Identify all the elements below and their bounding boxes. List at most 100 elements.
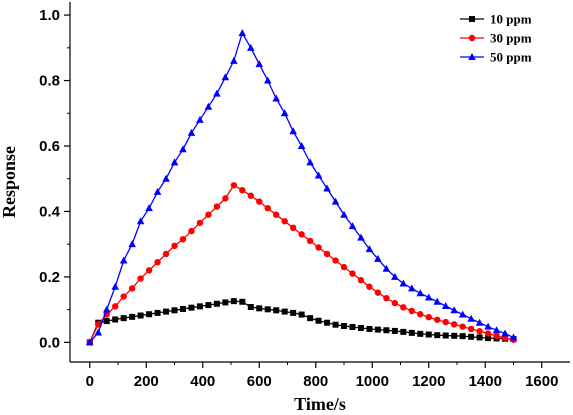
- data-point-10-ppm: [374, 326, 381, 333]
- data-point-50-ppm: [441, 302, 450, 310]
- x-tick-label: 1600: [525, 373, 558, 390]
- series-line-10-ppm: [89, 300, 514, 343]
- data-point-30-ppm: [289, 224, 297, 232]
- x-axis-label: Time/s: [294, 394, 346, 414]
- data-point-10-ppm: [205, 302, 212, 309]
- y-tick-label: 0.2: [39, 269, 60, 286]
- data-point-10-ppm: [256, 305, 263, 312]
- data-point-50-ppm: [170, 158, 179, 166]
- series-layer: [85, 29, 518, 346]
- data-point-30-ppm: [154, 258, 161, 266]
- data-point-50-ppm: [399, 279, 408, 287]
- data-point-30-ppm: [366, 283, 373, 290]
- data-point-50-ppm: [213, 89, 221, 97]
- data-point-50-ppm: [196, 115, 204, 123]
- data-point-30-ppm: [391, 299, 399, 307]
- data-point-50-ppm: [408, 284, 416, 292]
- data-point-30-ppm: [298, 231, 305, 238]
- data-point-10-ppm: [425, 331, 432, 338]
- data-point-10-ppm: [273, 307, 280, 314]
- data-point-10-ppm: [298, 311, 305, 318]
- data-point-30-ppm: [256, 198, 263, 205]
- data-point-10-ppm: [239, 298, 246, 305]
- data-point-10-ppm: [163, 308, 170, 315]
- data-point-10-ppm: [290, 309, 297, 316]
- data-point-30-ppm: [459, 323, 466, 330]
- data-point-30-ppm: [188, 227, 195, 235]
- data-point-10-ppm: [383, 327, 390, 334]
- legend-marker-10-ppm: [469, 16, 475, 22]
- data-point-10-ppm: [281, 308, 288, 315]
- data-point-50-ppm: [382, 264, 391, 272]
- data-point-50-ppm: [85, 338, 94, 346]
- data-point-10-ppm: [196, 303, 203, 310]
- series-line-30-ppm: [89, 184, 514, 343]
- data-point-30-ppm: [145, 267, 153, 274]
- data-point-50-ppm: [391, 272, 399, 280]
- x-tick-label: 1000: [356, 373, 389, 390]
- data-point-30-ppm: [239, 186, 246, 194]
- y-tick-label: 0.4: [39, 203, 61, 220]
- data-point-50-ppm: [331, 197, 340, 205]
- data-point-50-ppm: [136, 217, 145, 225]
- data-point-50-ppm: [492, 326, 501, 334]
- series-50-ppm: [85, 29, 518, 346]
- data-point-10-ppm: [476, 334, 483, 341]
- data-point-30-ppm: [120, 293, 127, 300]
- y-tick-label: 0.8: [39, 73, 60, 90]
- series-30-ppm: [86, 182, 517, 346]
- data-point-30-ppm: [400, 304, 407, 311]
- y-ticks: 0.0 0.2 0.4 0.6 0.8 1.0: [39, 7, 70, 351]
- data-point-50-ppm: [297, 142, 306, 149]
- data-point-30-ppm: [476, 328, 483, 335]
- data-point-10-ppm: [341, 323, 348, 329]
- data-point-10-ppm: [417, 330, 424, 337]
- legend-marker-30-ppm: [468, 34, 476, 42]
- data-point-50-ppm: [501, 329, 509, 337]
- data-point-50-ppm: [348, 222, 357, 230]
- data-point-30-ppm: [128, 285, 136, 292]
- data-point-50-ppm: [221, 73, 230, 81]
- x-tick-label: 600: [247, 373, 272, 390]
- series-line-50-ppm: [89, 31, 514, 343]
- data-point-50-ppm: [458, 310, 467, 318]
- data-point-50-ppm: [94, 328, 103, 336]
- data-point-10-ppm: [213, 300, 220, 307]
- y-tick-label: 0.6: [39, 138, 60, 155]
- data-point-50-ppm: [424, 293, 433, 301]
- data-point-50-ppm: [263, 76, 272, 84]
- data-point-10-ppm: [264, 306, 271, 313]
- data-point-10-ppm: [332, 321, 339, 328]
- data-point-10-ppm: [442, 332, 449, 339]
- data-point-50-ppm: [238, 29, 247, 37]
- data-point-50-ppm: [230, 56, 238, 64]
- series-10-ppm: [86, 298, 517, 346]
- data-point-10-ppm: [324, 319, 331, 326]
- data-point-30-ppm: [196, 219, 204, 227]
- x-tick-label: 200: [134, 373, 159, 390]
- data-point-30-ppm: [179, 236, 187, 243]
- data-point-10-ppm: [179, 305, 186, 312]
- data-point-10-ppm: [349, 323, 356, 330]
- data-point-30-ppm: [273, 211, 280, 218]
- data-point-10-ppm: [171, 307, 178, 314]
- legend-marker-50-ppm: [468, 53, 476, 60]
- y-tick-label: 0.0: [39, 334, 60, 351]
- data-point-50-ppm: [204, 102, 213, 110]
- data-point-50-ppm: [467, 314, 475, 322]
- legend-label-30-ppm: 30 ppm: [490, 31, 532, 46]
- data-point-30-ppm: [357, 276, 365, 284]
- data-point-30-ppm: [323, 250, 331, 258]
- data-point-10-ppm: [485, 335, 492, 342]
- data-point-50-ppm: [365, 245, 374, 253]
- data-point-30-ppm: [230, 182, 238, 189]
- data-point-10-ppm: [408, 329, 415, 336]
- data-point-30-ppm: [162, 250, 170, 258]
- y-axis-label: Response: [0, 146, 19, 218]
- data-point-30-ppm: [408, 307, 416, 315]
- legend: 10 ppm 30 ppm 50 ppm: [460, 12, 532, 65]
- data-point-30-ppm: [171, 242, 178, 250]
- data-point-50-ppm: [272, 94, 281, 102]
- legend-label-10-ppm: 10 ppm: [490, 12, 532, 27]
